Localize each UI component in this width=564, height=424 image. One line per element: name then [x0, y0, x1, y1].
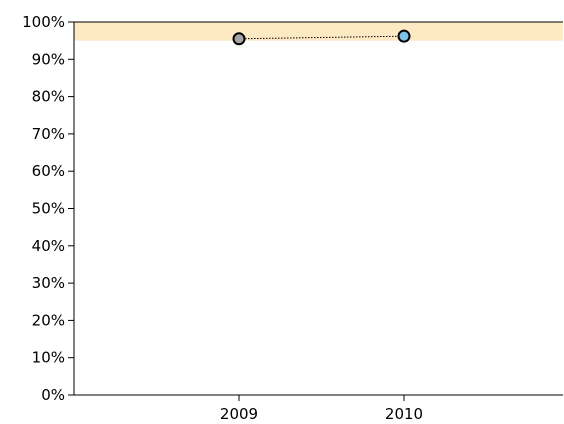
target-band-layer [74, 22, 563, 41]
y-tick-label: 40% [32, 237, 65, 255]
y-axis-ticks: 0% 10% 20% 30% 40% 50% 60% 70% 80% 90% 100% [22, 13, 74, 404]
series-line [238, 35, 405, 40]
data-point [397, 29, 411, 43]
y-tick-label: 30% [32, 274, 65, 292]
y-tick-label: 90% [32, 50, 65, 68]
y-tick-label: 10% [32, 349, 65, 367]
y-tick-label: 50% [32, 200, 65, 218]
y-tick-label: 100% [22, 13, 65, 31]
y-tick-label: 20% [32, 311, 65, 329]
x-tick-label: 2009 [220, 405, 258, 423]
data-point [232, 32, 246, 46]
target-band [74, 22, 563, 41]
x-axis-ticks: 2009 2010 [220, 395, 423, 423]
y-tick-label: 80% [32, 88, 65, 106]
y-tick-label: 70% [32, 125, 65, 143]
y-tick-label: 0% [41, 386, 65, 404]
axes-layer [73, 21, 563, 396]
y-tick-label: 60% [32, 162, 65, 180]
series-layer [232, 29, 411, 46]
x-tick-label: 2010 [385, 405, 423, 423]
